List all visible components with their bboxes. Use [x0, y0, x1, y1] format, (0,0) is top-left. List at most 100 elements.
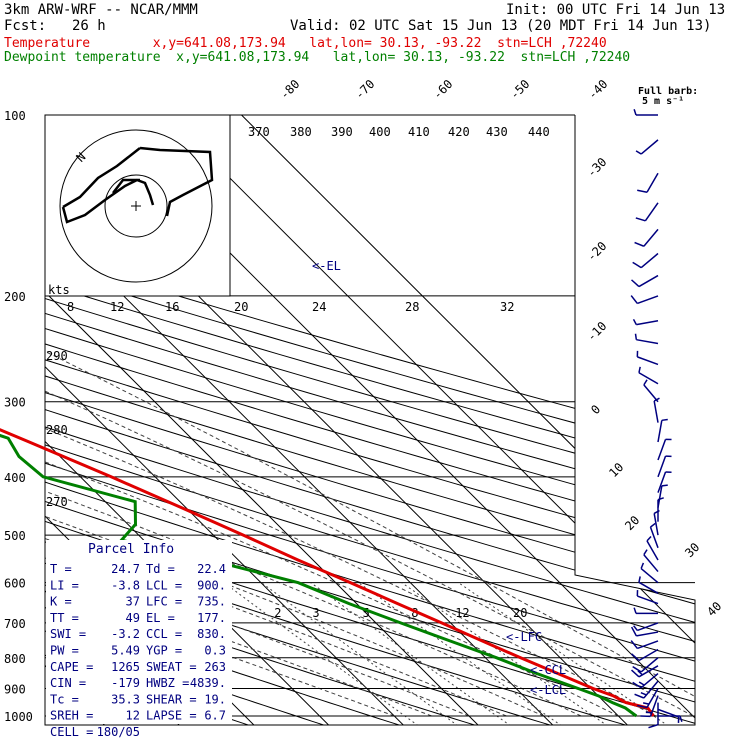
- parcel-info-value: 5.49: [111, 644, 140, 658]
- parcel-info-key: LAPSE =: [146, 709, 197, 723]
- theta-label: 370: [248, 125, 270, 139]
- hodograph-speed-label: 20: [234, 300, 248, 314]
- wind-barb-flag: [638, 576, 641, 583]
- parcel-info-value: 1265: [111, 660, 140, 674]
- wind-barb: [657, 471, 672, 493]
- wind-barb: [657, 438, 672, 461]
- wind-barb: [636, 350, 659, 366]
- dry-adiabat-line: [45, 115, 695, 725]
- wind-barb-shaft: [649, 526, 659, 549]
- theta-label: 430: [486, 125, 508, 139]
- parcel-info-value: 49: [126, 611, 140, 625]
- isotherm-line: [0, 115, 34, 729]
- wind-barb-shaft: [640, 252, 659, 269]
- mixing-ratio-line: [358, 582, 566, 725]
- wind-barb: [640, 695, 659, 718]
- dry-adiabat-line: [45, 115, 695, 725]
- wind-barb-shaft: [636, 338, 659, 345]
- parcel-info-value: 6.7: [204, 709, 226, 723]
- dry-adiabat-line: [45, 115, 695, 725]
- mixing-ratio-label: 8: [411, 606, 418, 620]
- wind-barb-shaft: [637, 622, 659, 632]
- dry-adiabat-line: [45, 115, 695, 725]
- theta-label: 380: [290, 125, 312, 139]
- temperature-axis-label: -50: [507, 77, 532, 102]
- mixing-ratio-line: [223, 582, 423, 725]
- pressure-label: 100: [4, 109, 26, 123]
- hodograph-speed-label: 12: [110, 300, 124, 314]
- mixing-ratio-label: 2: [274, 606, 281, 620]
- parcel-info-key: LCL =: [146, 578, 182, 592]
- dry-adiabat-line: [45, 115, 487, 725]
- wind-barb: [638, 366, 659, 385]
- dry-adiabat-line: [45, 115, 695, 725]
- wind-barb-flag: [679, 715, 683, 722]
- parcel-info-value: 35.3: [111, 692, 140, 706]
- level-annotations: <-EL <-LFC <-CCL <-LCL: [312, 259, 566, 697]
- parcel-info-value: -179: [111, 676, 140, 690]
- isotherm-line: [45, 115, 557, 725]
- parcel-info-key: TT =: [50, 611, 79, 625]
- moist-adiabat-line: [45, 295, 694, 717]
- level-annotation: <-LCL: [530, 683, 566, 697]
- mixing-ratio-label: 3: [312, 606, 319, 620]
- wind-barb: [630, 295, 659, 305]
- parcel-info-value: 12: [126, 709, 140, 723]
- pressure-label: 600: [4, 577, 26, 591]
- wind-barb: [636, 590, 659, 605]
- wind-barb-flag: [638, 366, 641, 373]
- wind-barb: [657, 484, 668, 508]
- wind-barb-flag: [630, 640, 638, 649]
- theta-label: 420: [448, 125, 470, 139]
- dry-adiabat-line: [45, 115, 695, 725]
- wind-barb-flag: [632, 681, 642, 689]
- parcel-info-value: 4839.: [190, 676, 226, 690]
- forecast-label: Fcst:: [4, 18, 47, 34]
- barb-legend-title: Full barb:: [638, 86, 698, 97]
- wind-barb-shaft: [657, 439, 667, 461]
- temperature-axis-label: 30: [682, 540, 702, 560]
- level-annotation: <-CCL: [530, 663, 566, 677]
- pressure-label: 300: [4, 396, 26, 410]
- pressure-label: 1000: [4, 710, 33, 724]
- wind-barb: [634, 680, 659, 699]
- wind-barb: [637, 688, 659, 709]
- theta-left-label: 270: [46, 495, 68, 509]
- parcel-info-key: SWI =: [50, 627, 86, 641]
- wind-barb: [632, 252, 659, 269]
- parcel-info-title: Parcel Info: [88, 542, 174, 557]
- isotherm-line: [241, 115, 695, 725]
- parcel-info-key: CIN =: [50, 676, 86, 690]
- wind-barb-flag: [633, 625, 638, 631]
- wind-barb-flag: [634, 333, 638, 340]
- wind-barb: [632, 657, 659, 673]
- dewpoint-legend: Dewpoint temperature x,y=641.08,173.94 l…: [4, 50, 631, 65]
- wind-barb-flag: [631, 669, 640, 678]
- wind-barb: [633, 607, 658, 615]
- parcel-info-key: SHEAR =: [146, 692, 197, 706]
- hodograph-units: kts: [48, 283, 70, 297]
- wind-barb-flag: [635, 217, 646, 222]
- parcel-info-key: PW =: [50, 644, 79, 658]
- wind-barb-flag: [633, 607, 637, 614]
- wind-barb-flag: [630, 626, 637, 637]
- wind-barb: [634, 333, 659, 345]
- wind-barb-shaft: [638, 581, 659, 594]
- wind-barb-flag: [631, 279, 640, 288]
- parcel-info-key: SREH =: [50, 709, 93, 723]
- wind-barb-shaft: [637, 595, 659, 605]
- temperature-profile: [0, 428, 655, 717]
- moist-adiabat-line: [45, 295, 657, 717]
- parcel-info-key: YGP =: [146, 644, 182, 658]
- wind-barb-shaft: [637, 640, 659, 650]
- wind-barb-shaft: [657, 471, 667, 493]
- parcel-info-background: [46, 540, 232, 724]
- parcel-info-key: Td =: [146, 562, 175, 576]
- theta-label: 410: [408, 125, 430, 139]
- wind-barb-shaft: [644, 202, 659, 222]
- theta-label: 400: [369, 125, 391, 139]
- theta-left-label: 280: [46, 423, 68, 437]
- pressure-label: 800: [4, 652, 26, 666]
- parcel-info-key: CAPE =: [50, 660, 93, 674]
- wind-barb: [631, 665, 659, 678]
